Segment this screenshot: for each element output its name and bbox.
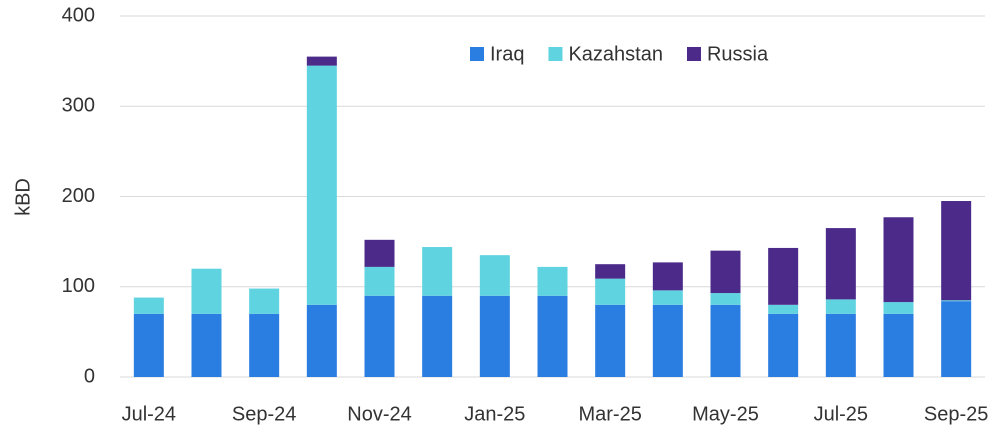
x-tick-label: May-25 [692, 403, 759, 425]
legend-swatch [470, 47, 484, 61]
y-axis-label: kBD [12, 178, 34, 216]
legend-label: Kazahstan [568, 43, 663, 65]
bar-segment [941, 301, 972, 377]
bar-segment [710, 250, 741, 294]
bar-segment [479, 255, 510, 296]
bar-segment [710, 304, 741, 377]
bar-segment [595, 304, 626, 377]
x-tick-label: Jan-25 [464, 403, 525, 425]
x-tick-label: Jul-25 [814, 403, 868, 425]
bar-segment [537, 295, 568, 377]
y-tick-label: 0 [84, 365, 95, 387]
bar-segment [825, 228, 856, 300]
bar-segment [883, 313, 914, 377]
bar-segment [422, 295, 453, 377]
legend-swatch [686, 47, 701, 61]
bar-segment [364, 239, 395, 267]
bar-segment [768, 313, 799, 377]
bar-segment [479, 295, 510, 377]
bar-segment [249, 288, 280, 314]
bar-segment [306, 304, 337, 377]
bar-segment [710, 293, 741, 305]
bar-segment [133, 297, 164, 314]
legend-label: Russia [707, 43, 769, 65]
bar-segment [306, 65, 337, 305]
bar-segment [364, 295, 395, 377]
bar-segment [537, 266, 568, 296]
y-tick-label: 300 [62, 95, 95, 117]
bar-segment [191, 268, 222, 314]
bar-segment [825, 299, 856, 314]
bar-segment [768, 247, 799, 305]
x-tick-label: Nov-24 [347, 403, 411, 425]
bar-segment [364, 266, 395, 296]
bar-segment [191, 313, 222, 377]
bar-segment [306, 56, 337, 66]
y-tick-label: 400 [62, 4, 95, 26]
bar-segment [249, 313, 280, 377]
y-tick-label: 200 [62, 185, 95, 207]
bar-segment [768, 304, 799, 314]
bar-segment [825, 313, 856, 377]
bar-segment [883, 302, 914, 314]
bar-segment [652, 290, 683, 305]
legend-label: Iraq [490, 43, 524, 65]
legend-swatch [548, 47, 563, 61]
bar-segment [652, 304, 683, 377]
bar-segment [422, 247, 453, 296]
x-tick-label: Sep-25 [924, 403, 989, 425]
bar-segment [652, 262, 683, 291]
bar-segment [595, 278, 626, 305]
x-tick-label: Sep-24 [232, 403, 297, 425]
x-tick-label: Mar-25 [578, 403, 641, 425]
x-tick-label: Jul-24 [122, 403, 176, 425]
bar-segment [133, 313, 164, 377]
bar-segment [883, 217, 914, 303]
y-tick-label: 100 [62, 275, 95, 297]
bar-segment [941, 300, 972, 302]
bar-segment [941, 201, 972, 301]
bar-segment [595, 264, 626, 279]
